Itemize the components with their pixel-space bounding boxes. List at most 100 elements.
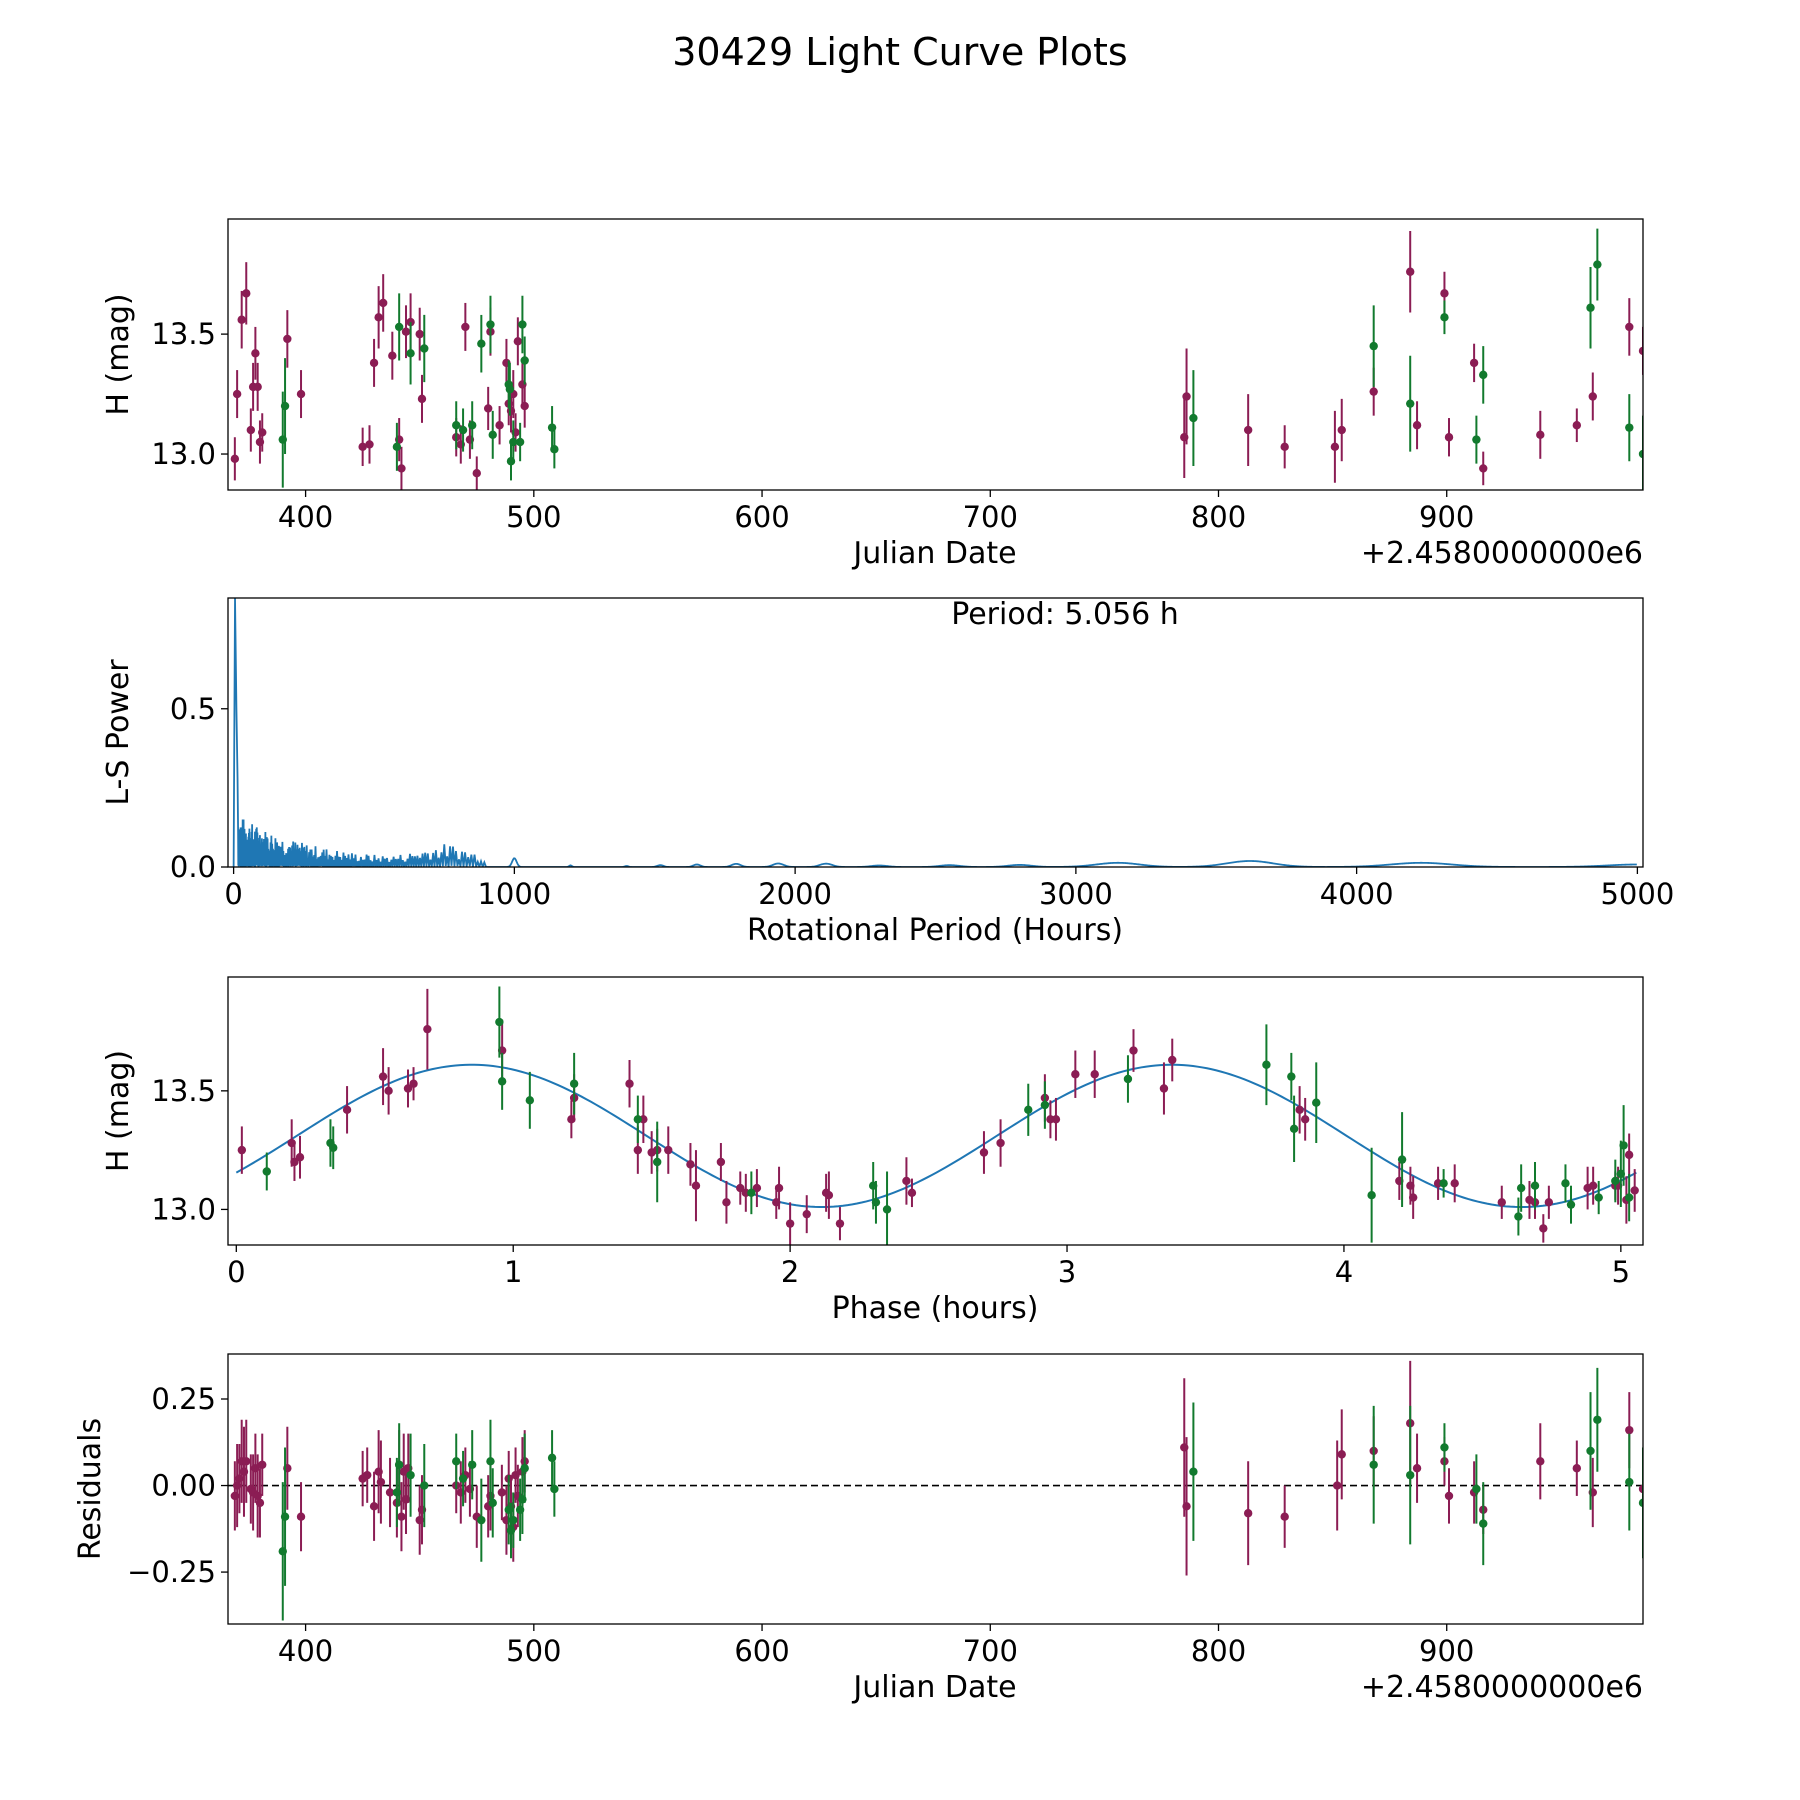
data-point	[979, 1148, 989, 1157]
lightcurve-offset-label: +2.4580000000e6	[1361, 536, 1643, 571]
phased-plot-area	[235, 986, 1639, 1245]
data-point	[486, 320, 495, 329]
data-point	[403, 1084, 413, 1093]
data-point	[1536, 430, 1545, 440]
data-point	[365, 440, 374, 449]
residuals-ytick-label: −0.25	[127, 1555, 216, 1589]
periodogram-xtick-label: 1000	[477, 877, 551, 911]
data-point	[547, 423, 557, 432]
data-point	[902, 1176, 911, 1186]
data-point	[385, 1488, 395, 1497]
phased-xlabel: Phase (hours)	[832, 1291, 1039, 1326]
data-point	[1440, 289, 1449, 298]
data-point	[774, 1183, 784, 1193]
data-point	[871, 1198, 881, 1207]
data-point	[1536, 1457, 1545, 1466]
data-point	[1561, 1179, 1570, 1188]
data-point	[1123, 1074, 1133, 1084]
data-point	[520, 401, 529, 411]
data-point	[1439, 1179, 1448, 1188]
data-point	[329, 1143, 338, 1152]
data-point	[1638, 1484, 1643, 1494]
data-point	[452, 1457, 461, 1466]
data-point	[1287, 1072, 1296, 1081]
data-point	[722, 1198, 731, 1207]
data-point	[1479, 370, 1488, 380]
data-point	[1497, 1198, 1506, 1207]
data-point	[520, 356, 529, 365]
data-point	[342, 1105, 352, 1115]
data-point	[1588, 1181, 1598, 1190]
lightcurve-xtick-label: 800	[1191, 500, 1246, 534]
data-point	[242, 1457, 251, 1466]
data-point	[1406, 1470, 1415, 1480]
phased-xtick-label: 3	[1058, 1255, 1076, 1289]
data-point	[653, 1157, 662, 1167]
residuals-xtick-label: 700	[963, 1634, 1018, 1668]
data-point	[1588, 392, 1597, 401]
data-point	[1189, 413, 1198, 423]
data-point	[296, 1512, 306, 1521]
phased-ylabel: H (mag)	[101, 1050, 136, 1172]
data-point	[1594, 1193, 1603, 1202]
data-point	[283, 334, 292, 344]
data-point	[1638, 346, 1643, 356]
data-point	[497, 1488, 507, 1497]
data-point	[1280, 1512, 1289, 1521]
data-point	[747, 1188, 756, 1198]
data-point	[633, 1145, 643, 1155]
data-point	[423, 1024, 432, 1034]
data-point	[458, 425, 468, 435]
data-point	[295, 1153, 305, 1162]
data-point	[458, 1474, 468, 1483]
data-point	[550, 1484, 559, 1494]
data-point	[495, 1017, 504, 1027]
data-point	[1412, 1464, 1422, 1473]
data-point	[691, 1181, 701, 1190]
data-point	[420, 1481, 429, 1490]
data-point	[1182, 1502, 1191, 1511]
data-point	[1280, 442, 1289, 452]
data-point	[1129, 1046, 1138, 1055]
data-point	[1408, 1193, 1418, 1202]
data-point	[1472, 435, 1481, 444]
data-point	[415, 329, 424, 339]
data-point	[1572, 1464, 1582, 1473]
data-point	[1444, 1491, 1454, 1501]
phased-series-b	[262, 986, 1634, 1245]
data-point	[280, 1512, 290, 1521]
data-point	[1189, 1467, 1198, 1476]
data-point	[1572, 421, 1582, 430]
periodogram-xtick-label: 5000	[1600, 877, 1674, 911]
lightcurve-plot-area	[230, 228, 1643, 490]
data-point	[1406, 399, 1415, 408]
residuals-xlabel: Julian Date	[851, 1670, 1016, 1705]
data-point	[483, 404, 493, 413]
periodogram-xtick-label: 3000	[1039, 877, 1113, 911]
data-point	[509, 437, 518, 447]
periodogram-ytick-label: 0.5	[170, 692, 216, 726]
lightcurve-xtick-label: 500	[506, 500, 561, 534]
data-point	[296, 389, 306, 399]
data-point	[1182, 392, 1191, 401]
data-point	[1450, 1179, 1459, 1188]
data-point	[525, 1096, 535, 1105]
residuals-series-a	[230, 1360, 1643, 1576]
data-point	[1406, 267, 1415, 276]
data-point	[253, 382, 262, 392]
data-point	[497, 1077, 507, 1086]
data-point	[401, 327, 411, 336]
data-point	[406, 1470, 415, 1480]
data-point	[1593, 1415, 1602, 1424]
data-point	[1625, 322, 1634, 332]
phased-xtick-label: 1	[504, 1255, 522, 1289]
data-point	[1312, 1098, 1321, 1107]
data-point	[802, 1209, 811, 1219]
data-point	[505, 385, 515, 394]
lightcurve-ytick-label: 13.5	[151, 317, 216, 351]
data-point	[1630, 1186, 1639, 1195]
data-point	[388, 351, 397, 360]
data-point	[1300, 1115, 1310, 1124]
data-point	[882, 1205, 892, 1214]
data-point	[1624, 1193, 1634, 1202]
